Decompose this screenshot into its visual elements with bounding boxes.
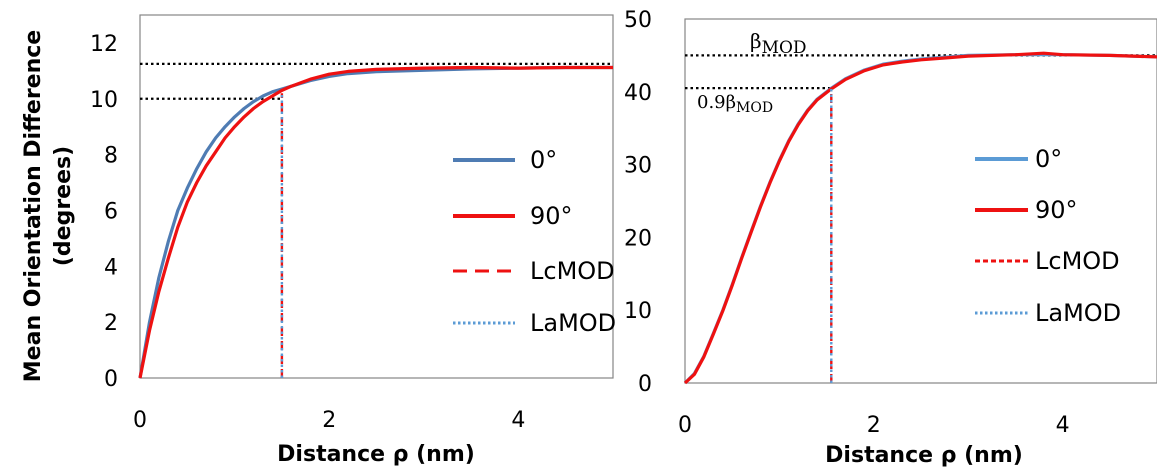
left-legend-label: 0° (530, 146, 557, 174)
left-y-tick-label: 0 (104, 367, 118, 392)
left-x-tick-label: 2 (322, 408, 336, 433)
left-x-tick-label: 4 (511, 408, 525, 433)
left-y-tick-label: 2 (104, 311, 118, 336)
beta-mod-symbol: β (750, 29, 762, 53)
right-x-tick-label: 2 (867, 413, 881, 438)
left-y-tick-label: 8 (104, 144, 118, 169)
left-legend: 0° 90° LcMOD LaMOD (453, 146, 616, 337)
left-plot-frame (139, 14, 614, 379)
left-series-line-0 (138, 65, 613, 379)
beta-mod-annotation: βMOD (750, 29, 807, 58)
left-y-axis-title-line2: (degrees) (51, 146, 76, 266)
left-y-tick-label: 10 (90, 88, 118, 113)
right-y-tick-label: 20 (624, 226, 652, 251)
left-x-axis-title: Distance ρ (nm) (277, 442, 475, 467)
left-y-tick-label: 12 (90, 32, 118, 57)
left-plot-lines (138, 62, 613, 379)
right-legend: 0° 90° LcMOD LaMOD (975, 145, 1121, 327)
left-y-axis-title-line1: Mean Orientation Difference (21, 30, 46, 382)
right-legend-label: LaMOD (1035, 299, 1121, 327)
right-y-tick-label: 30 (624, 154, 652, 179)
left-y-tick-label: 4 (104, 255, 118, 280)
left-y-tick-label: 6 (104, 199, 118, 224)
ninety-percent-beta-mod-symbol: 0.9β (697, 92, 736, 113)
right-y-tick-label: 10 (624, 299, 652, 324)
left-x-tick-labels: 0 2 4 (133, 408, 525, 433)
left-legend-label: LcMOD (530, 257, 615, 285)
beta-mod-subscript: MOD (762, 38, 807, 58)
ninety-percent-beta-mod-subscript: MOD (736, 100, 773, 116)
right-y-tick-label: 40 (624, 81, 652, 106)
right-x-tick-label: 0 (678, 413, 692, 438)
right-x-axis-title: Distance ρ (nm) (825, 443, 1023, 468)
right-y-tick-labels: 0 10 20 30 40 50 (624, 8, 652, 397)
left-series-line-90 (138, 65, 613, 379)
right-chart-panel: 0 10 20 30 40 50 0 2 4 0° 90° LcMOD LaMOD Distance… (624, 8, 1157, 468)
left-x-tick-label: 0 (133, 408, 147, 433)
right-x-tick-label: 4 (1056, 413, 1070, 438)
right-y-tick-label: 0 (638, 372, 652, 397)
right-y-tick-label: 50 (624, 8, 652, 33)
left-legend-label: LaMOD (530, 309, 616, 337)
right-x-tick-labels: 0 2 4 (678, 413, 1070, 438)
right-plot-lines (683, 51, 1157, 385)
left-y-tick-labels: 0 2 4 6 8 10 12 (90, 32, 118, 392)
right-series-line-90 (683, 51, 1157, 385)
ninety-percent-beta-mod-annotation: 0.9βMOD (697, 92, 773, 116)
left-chart-panel: 0 2 4 6 8 10 12 0 2 4 0° 90° LcMOD LaMOD Distance ρ… (21, 14, 616, 467)
left-legend-label: 90° (530, 202, 573, 230)
right-legend-label: LcMOD (1035, 247, 1120, 275)
right-legend-label: 90° (1035, 196, 1078, 224)
right-plot-frame (684, 18, 1157, 384)
right-legend-label: 0° (1035, 145, 1062, 173)
